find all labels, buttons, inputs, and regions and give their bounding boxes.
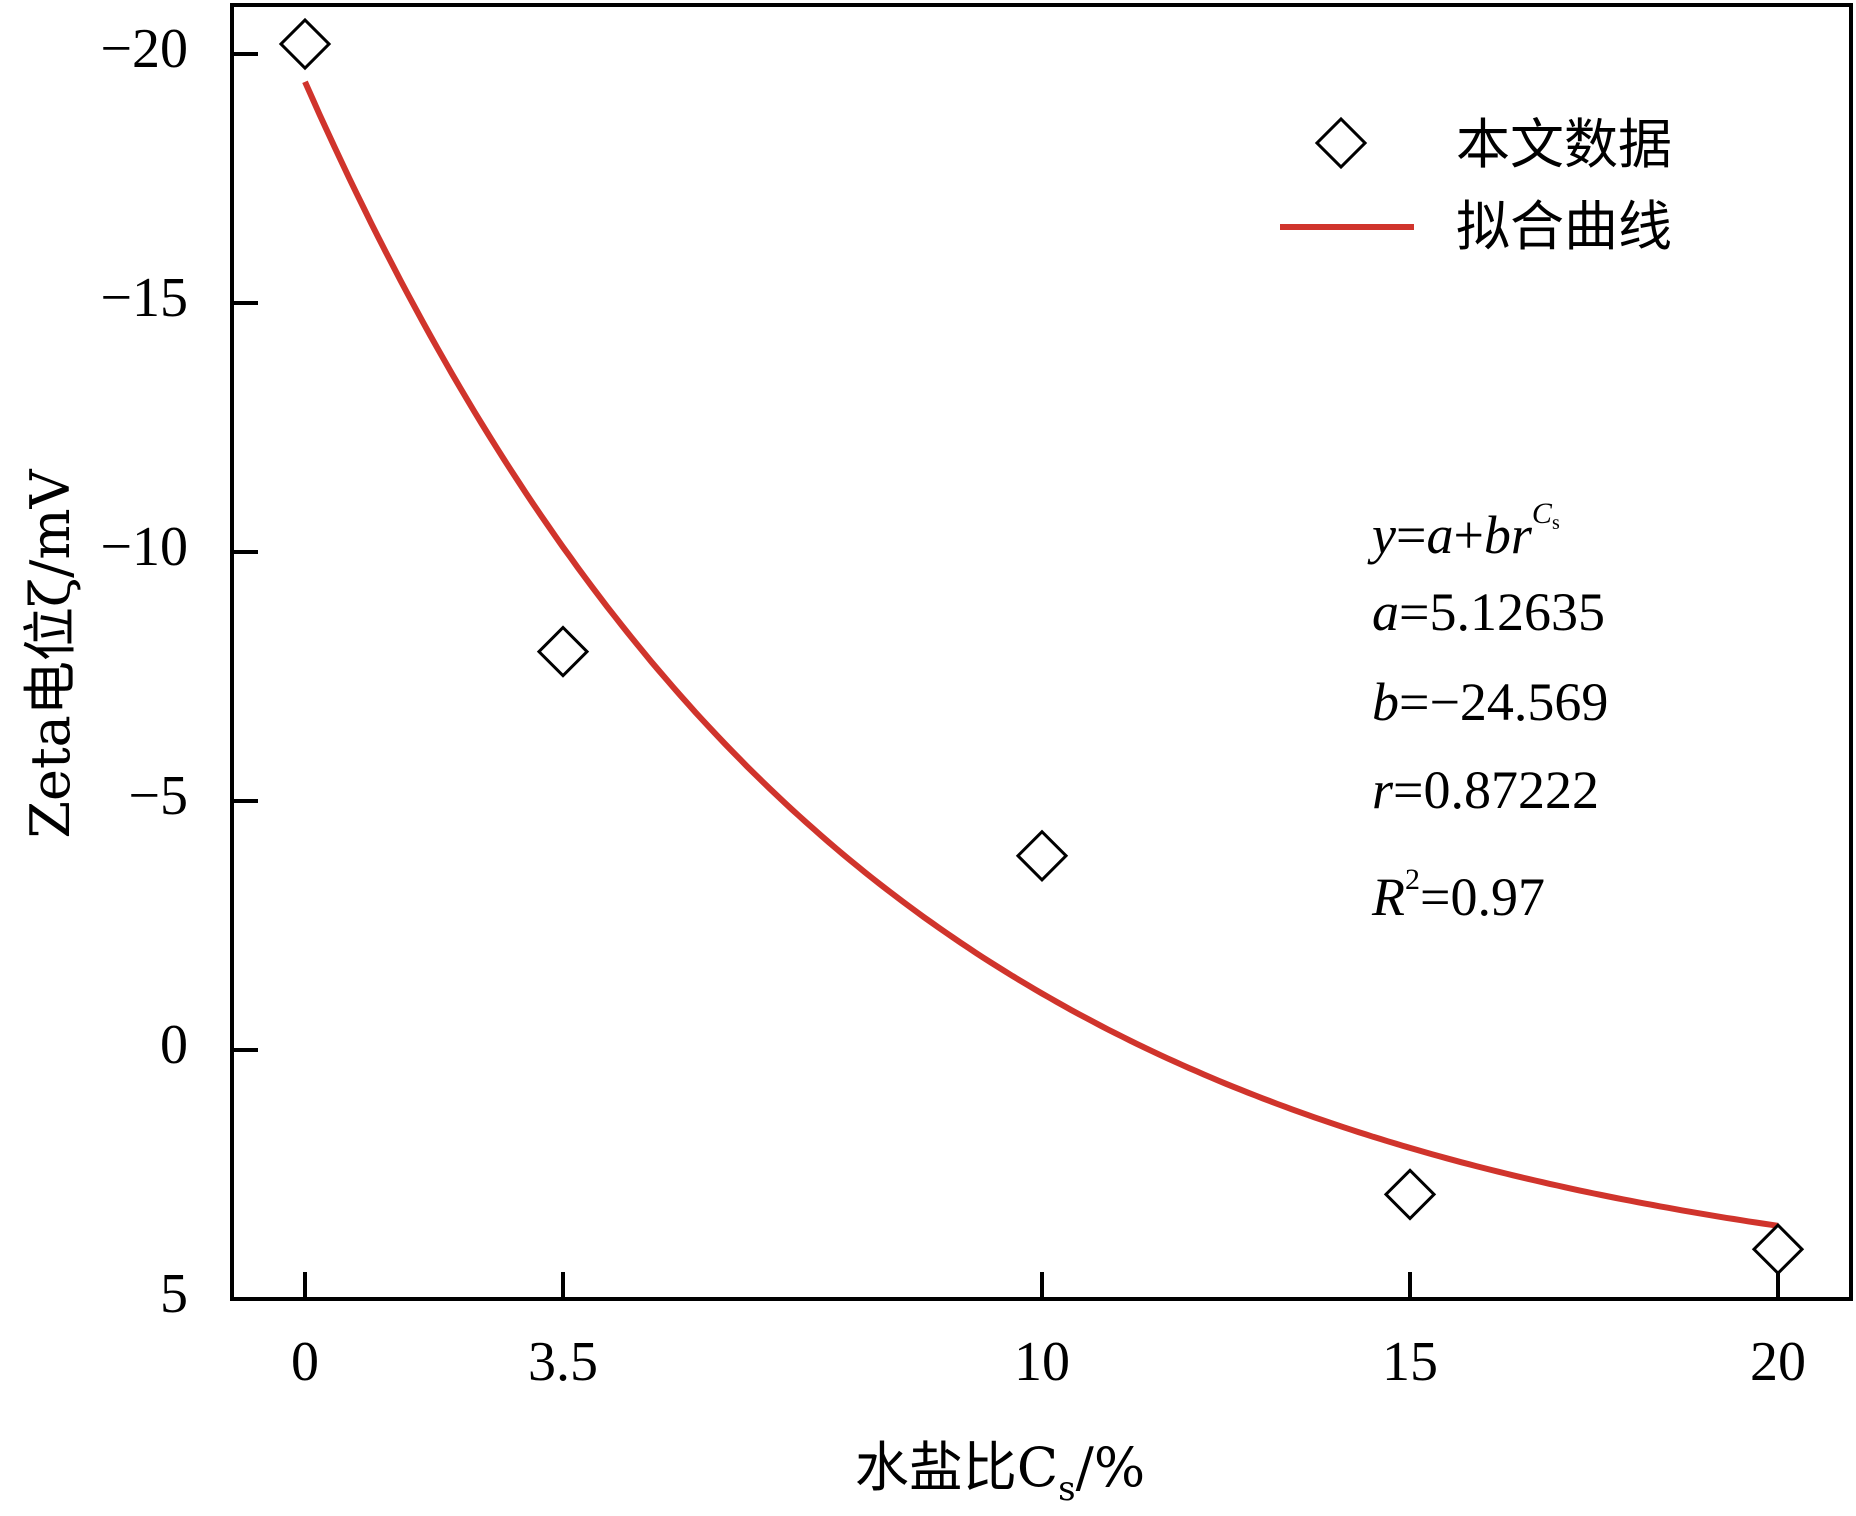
x-tick-label: 10 xyxy=(1014,1331,1070,1393)
y-axis-label: Zeta电位ζ/mV xyxy=(19,468,82,838)
equation-formula: y=a+brCs xyxy=(1367,497,1560,565)
equation-r: r=0.87222 xyxy=(1372,760,1599,820)
equation-r2: R2=0.97 xyxy=(1371,863,1545,927)
data-point xyxy=(1015,829,1069,882)
legend-label-data: 本文数据 xyxy=(1456,113,1672,176)
y-tick-label: −10 xyxy=(100,516,188,578)
x-tick-label: 3.5 xyxy=(528,1331,598,1393)
equation-b: b=−24.569 xyxy=(1372,672,1608,732)
fit-curve xyxy=(302,80,1779,1229)
data-points xyxy=(278,17,1805,1276)
x-axis-label-sub: s xyxy=(1058,1469,1075,1509)
legend: 本文数据 拟合曲线 xyxy=(1280,113,1672,258)
data-point xyxy=(536,625,590,678)
equation-annotation: y=a+brCs a=5.12635 b=−24.569 r=0.87222 R… xyxy=(1367,497,1608,927)
data-point xyxy=(1383,1168,1437,1221)
y-tick-label: −5 xyxy=(128,765,188,827)
y-tick-label: −20 xyxy=(100,18,188,80)
x-axis: 0 3.5 10 15 20 xyxy=(291,1272,1806,1393)
data-point xyxy=(278,17,332,71)
legend-label-fit: 拟合曲线 xyxy=(1456,195,1672,258)
y-tick-label: −15 xyxy=(100,267,188,329)
x-tick-label: 15 xyxy=(1382,1331,1438,1393)
y-axis: −20 −15 −10 −5 0 5 xyxy=(100,18,258,1325)
x-axis-label-main: 水盐比C xyxy=(855,1436,1058,1499)
x-axis-label: 水盐比Cs/% xyxy=(855,1436,1145,1509)
x-tick-label: 20 xyxy=(1750,1331,1806,1393)
legend-diamond-icon xyxy=(1314,116,1368,170)
data-point xyxy=(1751,1223,1805,1276)
y-tick-label: 0 xyxy=(160,1014,188,1076)
x-axis-label-unit: /% xyxy=(1076,1436,1146,1499)
y-tick-label: 5 xyxy=(160,1263,188,1325)
equation-a: a=5.12635 xyxy=(1372,582,1605,642)
x-tick-label: 0 xyxy=(291,1331,319,1393)
